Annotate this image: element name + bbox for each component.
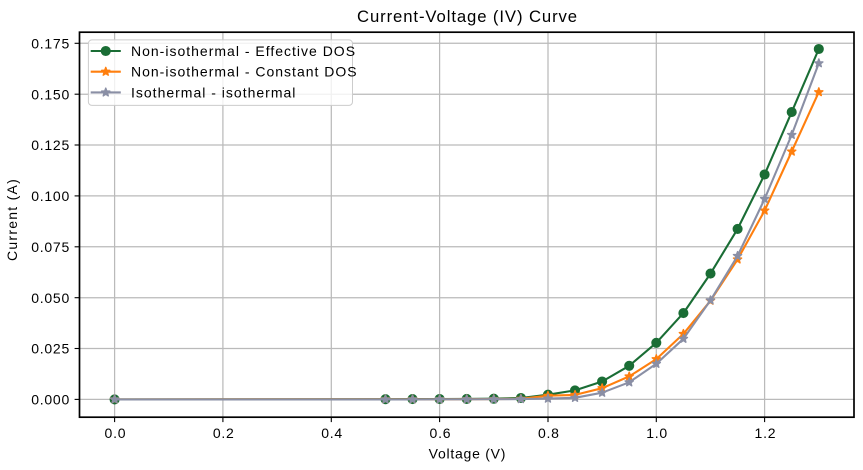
svg-text:0.000: 0.000	[31, 392, 70, 408]
svg-text:Non-isothermal - Effective DOS: Non-isothermal - Effective DOS	[131, 43, 356, 59]
svg-text:Current-Voltage (IV) Curve: Current-Voltage (IV) Curve	[357, 7, 578, 26]
svg-text:1.2: 1.2	[755, 425, 777, 441]
svg-text:0.6: 0.6	[430, 425, 452, 441]
svg-text:0.025: 0.025	[31, 341, 70, 357]
svg-text:Voltage (V): Voltage (V)	[429, 446, 507, 462]
svg-text:0.175: 0.175	[31, 36, 70, 52]
svg-text:0.100: 0.100	[31, 188, 70, 204]
svg-text:0.4: 0.4	[321, 425, 343, 441]
svg-text:0.2: 0.2	[213, 425, 235, 441]
svg-text:1.0: 1.0	[646, 425, 668, 441]
svg-text:Non-isothermal - Constant DOS: Non-isothermal - Constant DOS	[131, 64, 358, 80]
svg-text:Isothermal - isothermal: Isothermal - isothermal	[131, 84, 296, 100]
svg-text:0.8: 0.8	[538, 425, 560, 441]
svg-text:0.075: 0.075	[31, 239, 70, 255]
svg-text:0.0: 0.0	[105, 425, 127, 441]
svg-text:0.050: 0.050	[31, 290, 70, 306]
svg-text:Current (A): Current (A)	[4, 178, 20, 261]
svg-text:0.150: 0.150	[31, 86, 70, 102]
svg-text:0.125: 0.125	[31, 137, 70, 153]
